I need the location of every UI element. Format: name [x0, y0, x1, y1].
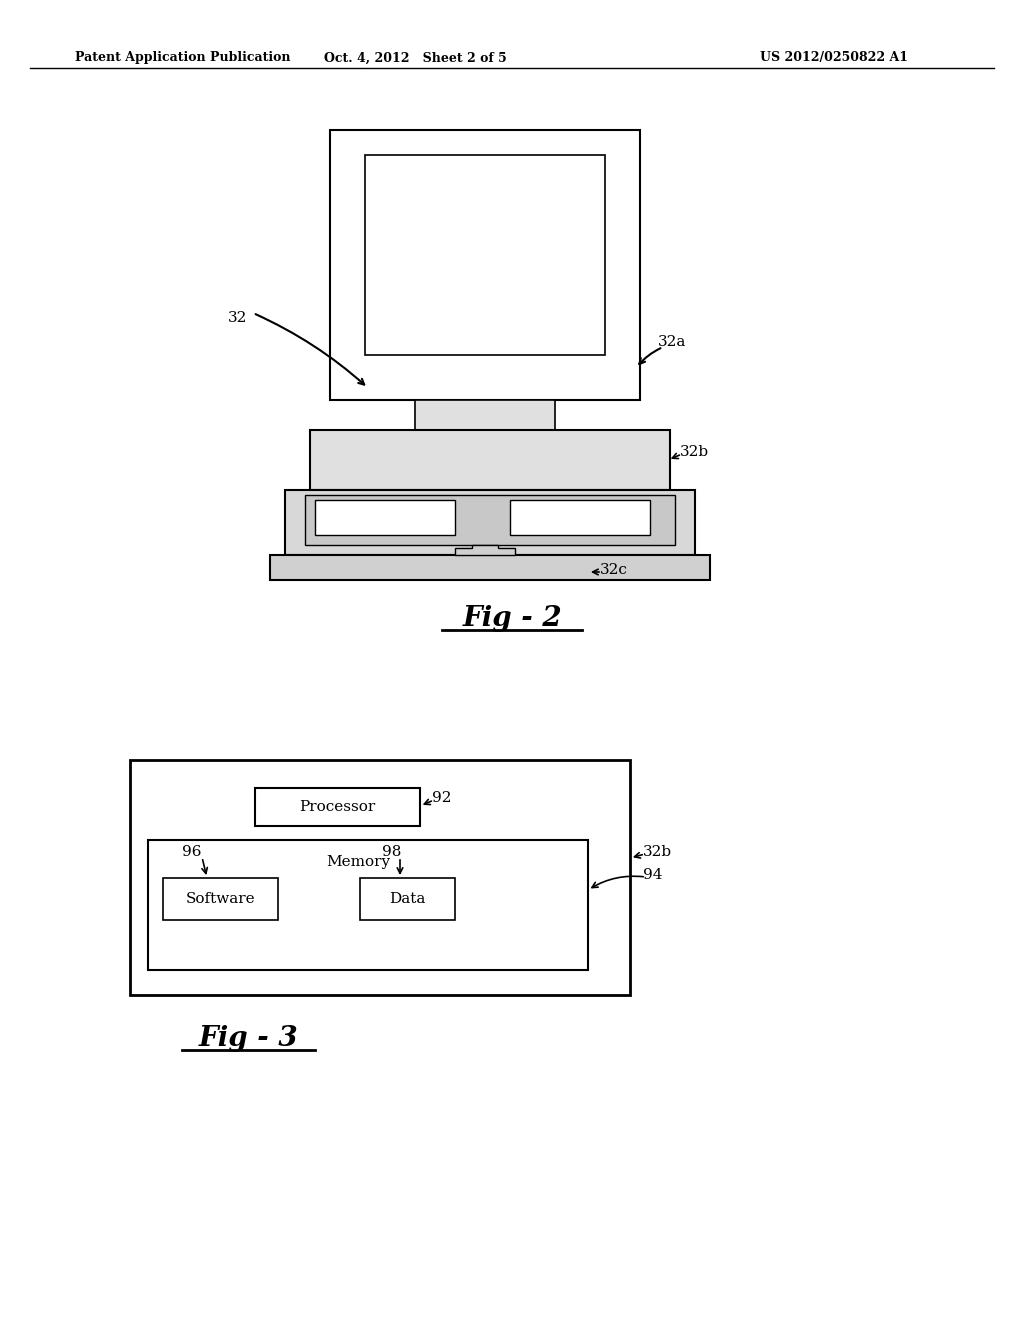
Text: 32: 32: [228, 312, 248, 325]
FancyBboxPatch shape: [310, 430, 670, 490]
FancyBboxPatch shape: [130, 760, 630, 995]
FancyBboxPatch shape: [365, 154, 605, 355]
FancyBboxPatch shape: [270, 554, 710, 579]
Text: 32c: 32c: [600, 564, 628, 577]
Text: Oct. 4, 2012   Sheet 2 of 5: Oct. 4, 2012 Sheet 2 of 5: [324, 51, 507, 65]
Text: Fig - 2: Fig - 2: [462, 605, 562, 631]
FancyBboxPatch shape: [163, 878, 278, 920]
Text: Data: Data: [389, 892, 426, 906]
FancyBboxPatch shape: [285, 490, 695, 554]
Text: Software: Software: [185, 892, 255, 906]
FancyBboxPatch shape: [305, 495, 675, 545]
FancyBboxPatch shape: [415, 400, 555, 430]
Text: 32a: 32a: [658, 335, 686, 348]
Text: Memory: Memory: [326, 855, 390, 869]
FancyBboxPatch shape: [360, 878, 455, 920]
Text: US 2012/0250822 A1: US 2012/0250822 A1: [760, 51, 908, 65]
Polygon shape: [455, 545, 515, 554]
Text: Processor: Processor: [299, 800, 376, 814]
FancyBboxPatch shape: [315, 500, 455, 535]
Text: 98: 98: [382, 845, 401, 859]
Text: 32b: 32b: [643, 845, 672, 859]
FancyBboxPatch shape: [148, 840, 588, 970]
Text: Fig - 3: Fig - 3: [199, 1024, 298, 1052]
FancyBboxPatch shape: [255, 788, 420, 826]
Text: 32b: 32b: [680, 445, 710, 459]
FancyBboxPatch shape: [330, 129, 640, 400]
Text: 92: 92: [432, 791, 452, 805]
Text: Patent Application Publication: Patent Application Publication: [75, 51, 291, 65]
Text: 96: 96: [182, 845, 202, 859]
FancyBboxPatch shape: [510, 500, 650, 535]
Text: 94: 94: [643, 869, 663, 882]
